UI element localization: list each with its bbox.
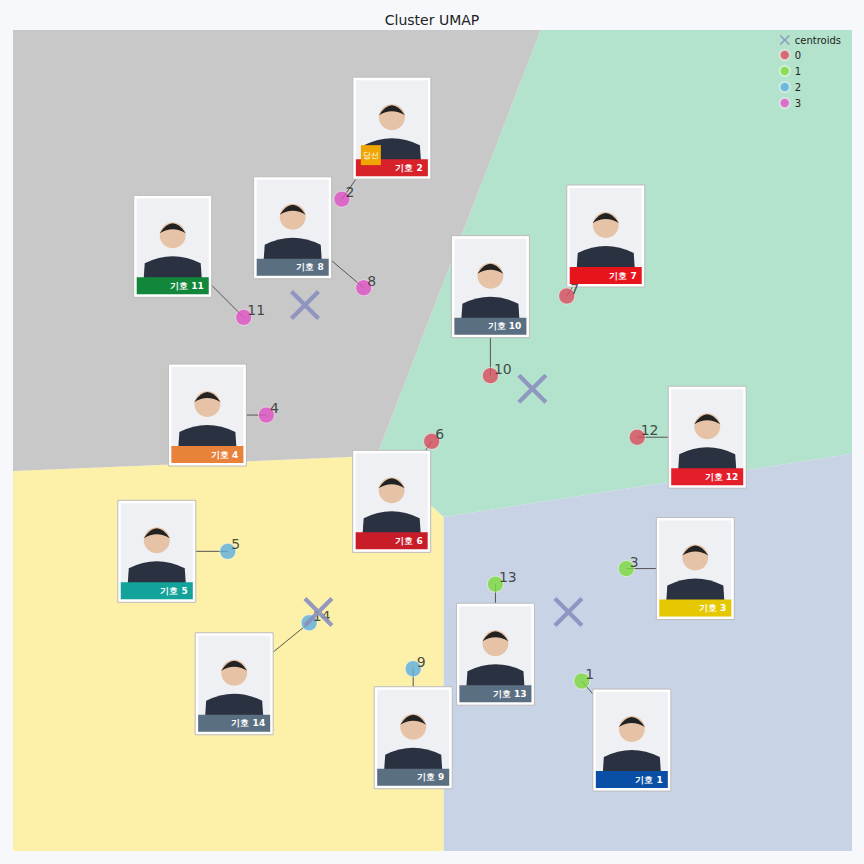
svg-text:9: 9	[417, 654, 426, 670]
svg-text:기호 14: 기호 14	[231, 718, 265, 728]
svg-text:11: 11	[247, 302, 265, 318]
svg-text:5: 5	[231, 536, 240, 552]
svg-text:3: 3	[795, 98, 801, 109]
svg-text:2: 2	[345, 184, 354, 200]
svg-text:기호 3: 기호 3	[699, 603, 726, 613]
svg-text:2: 2	[795, 82, 801, 93]
svg-text:기호 12: 기호 12	[705, 472, 739, 482]
svg-text:7: 7	[570, 281, 579, 297]
svg-text:기호 9: 기호 9	[417, 772, 444, 782]
svg-text:기호 1: 기호 1	[635, 775, 662, 785]
svg-text:기호 5: 기호 5	[160, 586, 187, 596]
svg-text:3: 3	[630, 554, 639, 570]
svg-text:기호 2: 기호 2	[395, 163, 422, 173]
svg-text:8: 8	[367, 273, 376, 289]
svg-text:1: 1	[795, 66, 801, 77]
svg-text:기호 10: 기호 10	[488, 321, 522, 331]
svg-text:13: 13	[499, 569, 517, 585]
svg-text:기호 4: 기호 4	[211, 450, 238, 460]
svg-text:10: 10	[494, 361, 512, 377]
svg-text:기호 6: 기호 6	[395, 536, 422, 546]
svg-text:당선: 당선	[363, 151, 379, 160]
svg-text:기호 13: 기호 13	[493, 689, 527, 699]
svg-text:centroids: centroids	[795, 35, 841, 46]
svg-text:기호 11: 기호 11	[170, 281, 204, 291]
svg-text:Cluster UMAP: Cluster UMAP	[385, 12, 480, 28]
svg-text:기호 8: 기호 8	[296, 262, 323, 272]
svg-text:기호 7: 기호 7	[609, 271, 636, 281]
svg-text:12: 12	[641, 422, 659, 438]
svg-text:0: 0	[795, 50, 801, 61]
svg-text:4: 4	[270, 400, 279, 416]
svg-text:6: 6	[435, 426, 444, 442]
svg-text:1: 1	[585, 666, 594, 682]
